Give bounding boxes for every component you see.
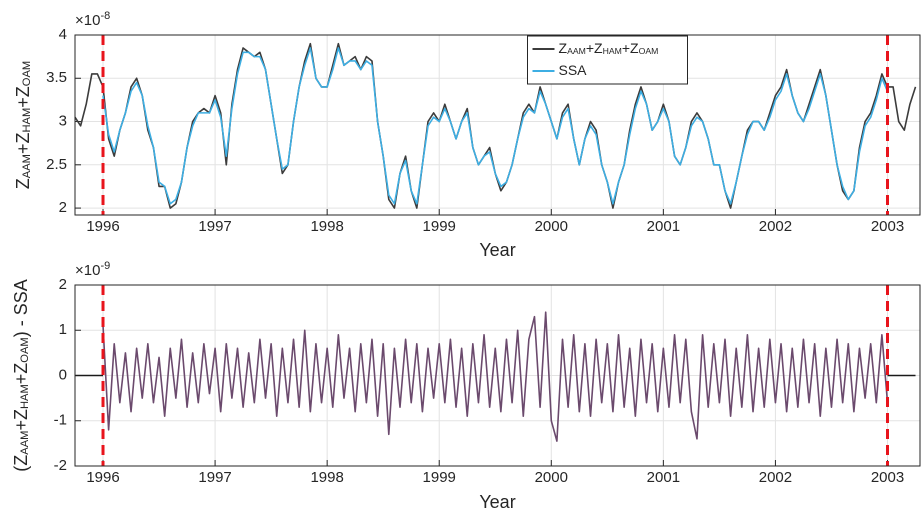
y-tick-label: 3 xyxy=(59,113,67,130)
text-part: +Z xyxy=(13,133,33,155)
x-tick-label: 2003 xyxy=(871,469,904,486)
text-part: ) - SSA xyxy=(11,279,31,337)
series-line xyxy=(102,47,889,205)
axes-frame xyxy=(74,284,921,467)
text-part: +Z xyxy=(11,409,31,431)
exponent-base: ×10 xyxy=(75,12,100,29)
x-tick-label: 2000 xyxy=(535,469,568,486)
y-axis-label: ZAAM+ZHAM+ZOAM xyxy=(13,61,33,189)
subscript: HAM xyxy=(603,46,622,56)
text-part: (Z xyxy=(11,455,31,472)
x-tick-label: 2003 xyxy=(871,218,904,235)
axis-exponent: ×10-9 xyxy=(75,260,110,279)
legend-box xyxy=(527,35,688,85)
axes-frame xyxy=(74,34,921,216)
y-tick-label: 0 xyxy=(59,366,67,383)
text-part: SSA xyxy=(559,62,588,78)
subscript: HAM xyxy=(21,108,33,133)
subscript: HAM xyxy=(19,384,31,409)
x-tick-label: 2001 xyxy=(647,218,680,235)
text-part: Z xyxy=(13,178,33,189)
x-axis-label: Year xyxy=(479,492,515,512)
x-tick-label: 1997 xyxy=(198,469,231,486)
x-tick-label: 1998 xyxy=(310,218,343,235)
subscript: OAM xyxy=(639,46,659,56)
y-tick-label: -1 xyxy=(54,412,67,429)
axes: 1996 1997 1998 1999 2000 2001 2002 2003 -2 -1 0 1 2 ×… xyxy=(11,260,921,512)
x-tick-label: 2001 xyxy=(647,469,680,486)
plot-area xyxy=(75,35,920,215)
subscript: AAM xyxy=(21,154,33,178)
exponent-power: -8 xyxy=(100,10,110,22)
x-tick-label: 1998 xyxy=(310,469,343,486)
x-axis-label: Year xyxy=(479,240,515,260)
x-tick-label: 1996 xyxy=(86,469,119,486)
subscript: AAM xyxy=(19,431,31,455)
legend-label: SSA xyxy=(559,62,588,78)
exponent-base: ×10 xyxy=(75,262,100,279)
axis-exponent: ×10-8 xyxy=(75,10,110,29)
subscript: AAM xyxy=(567,46,586,56)
y-tick-label: 2.5 xyxy=(46,156,67,173)
y-tick-label: 2 xyxy=(59,199,67,216)
subscript: OAM xyxy=(21,61,33,86)
text-part: Z xyxy=(559,40,568,56)
y-tick-label: 2 xyxy=(59,276,67,293)
text-part: +Z xyxy=(622,40,639,56)
axes: 1996 1997 1998 1999 2000 2001 2002 2003 2 2.5 3 3.5… xyxy=(13,10,921,260)
series-line xyxy=(102,311,889,442)
text-part: +Z xyxy=(11,363,31,385)
x-tick-label: 2002 xyxy=(759,469,792,486)
x-tick-label: 1999 xyxy=(423,218,456,235)
y-tick-label: -2 xyxy=(54,457,67,474)
exponent-power: -9 xyxy=(100,260,110,272)
x-tick-label: 1999 xyxy=(423,469,456,486)
x-tick-label: 2000 xyxy=(535,218,568,235)
subscript: OAM xyxy=(19,337,31,362)
x-tick-label: 1997 xyxy=(198,218,231,235)
x-tick-label: 2002 xyxy=(759,218,792,235)
text-part: +Z xyxy=(13,86,33,108)
y-tick-label: 1 xyxy=(59,321,67,338)
y-tick-label: 4 xyxy=(59,26,67,43)
text-part: +Z xyxy=(586,40,603,56)
y-tick-label: 3.5 xyxy=(46,69,67,86)
y-axis-label: (ZAAM+ZHAM+ZOAM) - SSA xyxy=(11,279,31,471)
legend-label: ZAAM+ZHAM+ZOAM xyxy=(559,40,659,56)
x-tick-label: 1996 xyxy=(86,218,119,235)
